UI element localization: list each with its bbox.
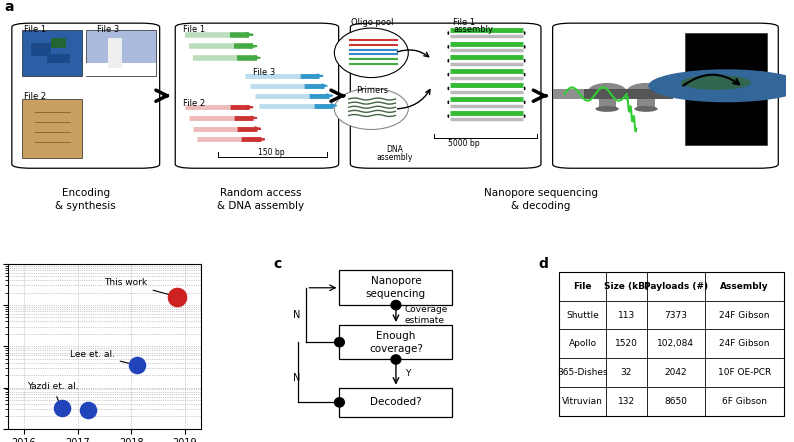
Bar (22, 99, 82, 158)
Ellipse shape (334, 88, 408, 130)
Text: 2042: 2042 (665, 368, 687, 377)
Text: N: N (292, 373, 300, 383)
Text: Nanopore sequencing
& decoding: Nanopore sequencing & decoding (484, 188, 598, 211)
Text: 24F Gibson: 24F Gibson (719, 339, 769, 348)
Point (130, 362, 143, 369)
Text: Oligo pool: Oligo pool (351, 18, 393, 27)
Text: This work: This work (105, 278, 174, 296)
Text: File 1: File 1 (453, 18, 475, 27)
Text: File 3: File 3 (98, 25, 120, 34)
Text: 113: 113 (618, 311, 635, 320)
Text: 24F Gibson: 24F Gibson (719, 311, 769, 320)
Text: Shuttle: Shuttle (566, 311, 599, 320)
Bar (685, 33, 766, 145)
Circle shape (334, 398, 345, 407)
Bar (86, 63, 156, 76)
Point (171, 293, 183, 300)
Ellipse shape (334, 28, 408, 77)
Text: 1520: 1520 (615, 339, 638, 348)
Circle shape (391, 355, 401, 364)
Text: Encoding
& synthesis: Encoding & synthesis (56, 188, 116, 211)
Ellipse shape (626, 83, 665, 100)
Text: File 2: File 2 (24, 92, 45, 101)
Circle shape (334, 338, 345, 347)
Text: File 1: File 1 (24, 25, 45, 34)
Bar (553, 89, 673, 99)
Bar (553, 89, 584, 99)
Text: File 1: File 1 (183, 25, 205, 34)
Text: 6F Gibson: 6F Gibson (722, 397, 767, 406)
Text: a: a (4, 0, 13, 14)
Text: c: c (273, 257, 282, 271)
FancyBboxPatch shape (340, 271, 453, 305)
Text: 10F OE-PCR: 10F OE-PCR (718, 368, 771, 377)
Text: File 2: File 2 (183, 99, 205, 108)
Text: 32: 32 (621, 368, 632, 377)
Text: 102,084: 102,084 (657, 339, 695, 348)
Text: Primers: Primers (356, 86, 388, 95)
Ellipse shape (634, 106, 657, 112)
FancyBboxPatch shape (175, 23, 338, 168)
Bar (51, 38, 66, 48)
Bar (86, 30, 156, 76)
Bar (559, 272, 784, 415)
Ellipse shape (588, 83, 626, 100)
Text: 7373: 7373 (665, 311, 688, 320)
Text: Vitruvian: Vitruvian (562, 397, 603, 406)
Bar (599, 91, 615, 109)
Bar (31, 43, 51, 56)
Text: Enough
coverage?: Enough coverage? (369, 331, 423, 354)
Text: File: File (573, 282, 592, 291)
Text: Random access
& DNA assembly: Random access & DNA assembly (218, 188, 304, 211)
FancyBboxPatch shape (12, 23, 160, 168)
Bar (47, 54, 70, 63)
FancyBboxPatch shape (340, 325, 453, 359)
Bar (107, 38, 121, 68)
Point (82, 407, 94, 414)
Text: Assembly: Assembly (720, 282, 769, 291)
Text: Decoded?: Decoded? (370, 397, 422, 408)
FancyBboxPatch shape (553, 23, 778, 168)
Text: assembly: assembly (453, 25, 493, 34)
Bar (22, 30, 82, 76)
Text: 132: 132 (618, 397, 635, 406)
Ellipse shape (596, 106, 619, 112)
Text: DNA: DNA (386, 145, 403, 154)
Text: File 3: File 3 (253, 68, 276, 76)
Text: Y: Y (405, 369, 410, 378)
FancyBboxPatch shape (340, 388, 453, 417)
Text: d: d (538, 257, 548, 271)
Text: Payloads (#): Payloads (#) (644, 282, 708, 291)
Bar (638, 91, 654, 109)
Circle shape (391, 301, 401, 310)
Text: Coverage
estimate: Coverage estimate (405, 305, 448, 325)
Text: assembly: assembly (376, 153, 413, 162)
Text: 8650: 8650 (665, 397, 688, 406)
Circle shape (649, 69, 794, 102)
Text: Size (kB): Size (kB) (604, 282, 649, 291)
Point (56, 404, 68, 412)
Circle shape (681, 75, 751, 90)
Text: 5000 bp: 5000 bp (448, 138, 480, 148)
Text: N: N (292, 310, 300, 320)
Text: Yazdi et. al.: Yazdi et. al. (27, 382, 79, 405)
FancyBboxPatch shape (350, 23, 541, 168)
Text: Lee et. al.: Lee et. al. (70, 350, 134, 365)
Text: Nanopore
sequencing: Nanopore sequencing (366, 276, 426, 299)
Text: 365-Dishes: 365-Dishes (557, 368, 608, 377)
Text: Apollo: Apollo (569, 339, 596, 348)
Text: 150 bp: 150 bp (257, 148, 284, 157)
